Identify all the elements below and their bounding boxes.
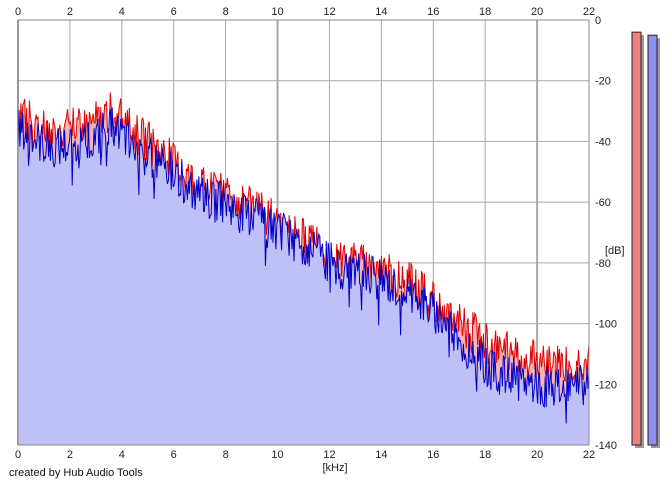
x-tick-label-top: 8: [223, 6, 229, 18]
x-tick-label-top: 2: [67, 6, 73, 18]
y-axis-label: [dB]: [605, 245, 625, 257]
series-blue-line: [17, 107, 590, 424]
y-tick-label: -80: [595, 258, 611, 270]
meter-red: [631, 31, 642, 446]
level-meters: [631, 31, 660, 449]
y-tick-label: -140: [595, 440, 617, 452]
x-tick-label-bottom: 2: [67, 449, 73, 461]
series-blue-fill: [18, 107, 589, 446]
x-tick-label-top: 0: [15, 6, 21, 18]
x-tick-label-top: 14: [375, 6, 387, 18]
axes: 002244668810101212141416161818202022220-…: [15, 6, 625, 474]
x-axis-label: [kHz]: [322, 462, 347, 474]
x-tick-label-bottom: 8: [223, 449, 229, 461]
x-tick-label-bottom: 22: [583, 449, 595, 461]
x-tick-label-top: 16: [427, 6, 439, 18]
y-tick-label: -40: [595, 136, 611, 148]
x-tick-label-bottom: 14: [375, 449, 387, 461]
x-tick-label-bottom: 16: [427, 449, 439, 461]
x-tick-label-bottom: 10: [271, 449, 283, 461]
x-tick-label-bottom: 4: [119, 449, 125, 461]
y-tick-label: 0: [595, 15, 601, 27]
y-tick-label: -100: [595, 319, 617, 331]
x-tick-label-bottom: 12: [323, 449, 335, 461]
series-layer: [17, 92, 590, 446]
y-tick-label: -20: [595, 76, 611, 88]
x-tick-label-top: 6: [171, 6, 177, 18]
x-tick-label-bottom: 20: [531, 449, 543, 461]
x-tick-label-top: 4: [119, 6, 125, 18]
y-tick-label: -60: [595, 197, 611, 209]
x-tick-label-top: 22: [583, 6, 595, 18]
x-tick-label-top: 18: [479, 6, 491, 18]
plot-frame: [17, 19, 590, 446]
meter-blue: [647, 34, 658, 446]
x-tick-label-top: 20: [531, 6, 543, 18]
x-tick-label-bottom: 0: [15, 449, 21, 461]
x-tick-label-top: 12: [323, 6, 335, 18]
x-tick-label-top: 10: [271, 6, 283, 18]
x-tick-label-bottom: 6: [171, 449, 177, 461]
y-tick-label: -120: [595, 379, 617, 391]
credit-text: created by Hub Audio Tools: [9, 467, 143, 479]
x-tick-label-bottom: 18: [479, 449, 491, 461]
